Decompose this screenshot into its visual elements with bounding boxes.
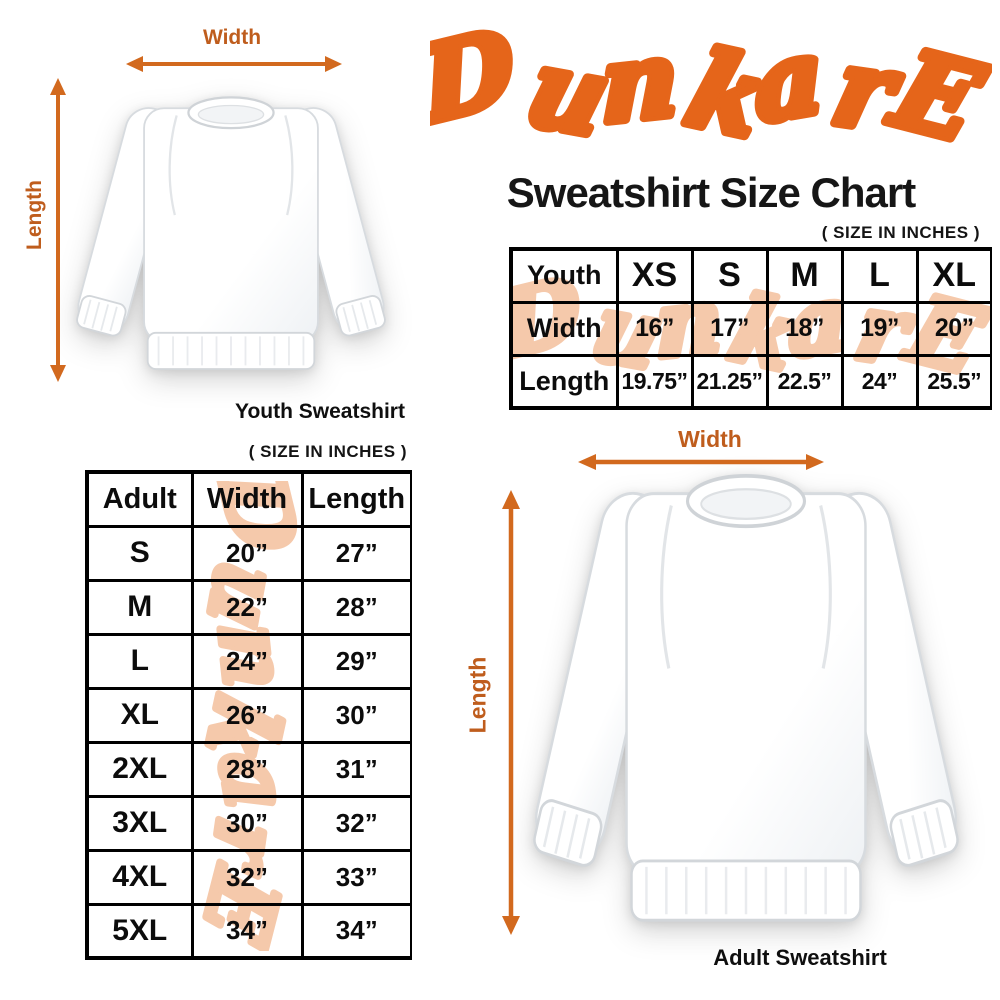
youth-size-note: ( SIZE IN INCHES ): [821, 223, 980, 242]
table-row: S 20” 27”: [85, 524, 412, 582]
cell-value: 19.75”: [615, 353, 694, 410]
page-title: Sweatshirt Size Chart: [506, 169, 916, 216]
cell-value: 32”: [300, 794, 412, 852]
adult-length-label: Length: [464, 656, 491, 734]
cell-value: 30”: [190, 794, 304, 852]
cell-value: 32”: [190, 848, 304, 906]
table-row: 5XL 34” 34”: [85, 902, 412, 960]
cell-value: 20”: [915, 300, 992, 357]
cell-value: 27”: [300, 524, 412, 582]
youth-width-row: Width 16” 17” 18” 19” 20”: [509, 300, 992, 357]
row-label-length: Length: [509, 353, 619, 410]
table-row: 3XL 30” 32”: [85, 794, 412, 852]
cell-value: 22.5”: [765, 353, 844, 410]
cell-value: 34”: [190, 902, 304, 960]
cell-value: 16”: [615, 300, 694, 357]
table-row: XL 26” 30”: [85, 686, 412, 744]
cell-value: 28”: [190, 740, 304, 798]
brand-logo-text: DunkarE: [430, 12, 992, 162]
adult-width-arrow-icon: [578, 454, 824, 470]
cell-value: 18”: [765, 300, 844, 357]
size-label: 5XL: [85, 902, 194, 960]
table-row: 2XL 28” 31”: [85, 740, 412, 798]
header: DunkarE Sweatshirt Size Chart ( SIZE IN …: [392, 0, 1000, 243]
cell-value: 33”: [300, 848, 412, 906]
adult-table-section: DunkarE Adult Width Length S 20” 27” M 2…: [85, 470, 412, 962]
cell-value: 17”: [690, 300, 769, 357]
size-xl: XL: [915, 247, 992, 304]
adult-col-header: Adult: [85, 470, 194, 528]
length-col-header: Length: [300, 470, 412, 528]
adult-size-note: ( SIZE IN INCHES ): [248, 442, 407, 461]
cell-value: 22”: [190, 578, 304, 636]
size-label: M: [85, 578, 194, 636]
size-label: 4XL: [85, 848, 194, 906]
size-label: 2XL: [85, 740, 194, 798]
adult-sweatshirt-image: [526, 474, 966, 923]
size-label: L: [85, 632, 194, 690]
adult-diagram: Width Length Adult Sweatshirt: [430, 415, 1000, 1000]
adult-width-label: Width: [678, 426, 742, 452]
table-row: 4XL 32” 33”: [85, 848, 412, 906]
table-row: L 24” 29”: [85, 632, 412, 690]
cell-value: 24”: [190, 632, 304, 690]
size-l: L: [840, 247, 919, 304]
adult-table-header-row: Adult Width Length: [85, 470, 412, 528]
youth-width-arrow-icon: [126, 56, 342, 72]
youth-length-arrow-icon: [50, 78, 66, 382]
adult-size-table: Adult Width Length S 20” 27” M 22” 28” L…: [85, 470, 412, 960]
youth-diagram: Width Length Youth Sweatshirt: [0, 0, 430, 430]
cell-value: 30”: [300, 686, 412, 744]
youth-table-section: DunkarE Youth XS S M L XL Width 16” 17” …: [509, 247, 992, 410]
youth-caption: Youth Sweatshirt: [235, 400, 405, 423]
size-label: XL: [85, 686, 194, 744]
width-col-header: Width: [190, 470, 304, 528]
youth-length-row: Length 19.75” 21.25” 22.5” 24” 25.5”: [509, 353, 992, 410]
youth-sweatshirt-image: [71, 96, 391, 371]
youth-col-header: Youth: [509, 247, 619, 304]
size-xs: XS: [615, 247, 694, 304]
youth-table-header-row: Youth XS S M L XL: [509, 247, 992, 304]
cell-value: 31”: [300, 740, 412, 798]
adult-length-arrow-icon: [502, 490, 520, 935]
youth-size-table: Youth XS S M L XL Width 16” 17” 18” 19” …: [509, 247, 992, 410]
adult-caption: Adult Sweatshirt: [713, 945, 887, 970]
cell-value: 24”: [840, 353, 919, 410]
cell-value: 34”: [300, 902, 412, 960]
size-label: S: [85, 524, 194, 582]
cell-value: 25.5”: [915, 353, 992, 410]
cell-value: 19”: [840, 300, 919, 357]
youth-width-label: Width: [202, 26, 262, 49]
size-s: S: [690, 247, 769, 304]
cell-value: 21.25”: [690, 353, 769, 410]
cell-value: 29”: [300, 632, 412, 690]
table-row: M 22” 28”: [85, 578, 412, 636]
cell-value: 26”: [190, 686, 304, 744]
size-label: 3XL: [85, 794, 194, 852]
cell-value: 20”: [190, 524, 304, 582]
row-label-width: Width: [509, 300, 619, 357]
cell-value: 28”: [300, 578, 412, 636]
size-m: M: [765, 247, 844, 304]
youth-length-label: Length: [23, 180, 46, 250]
brand-logo: DunkarE: [392, 0, 1000, 171]
